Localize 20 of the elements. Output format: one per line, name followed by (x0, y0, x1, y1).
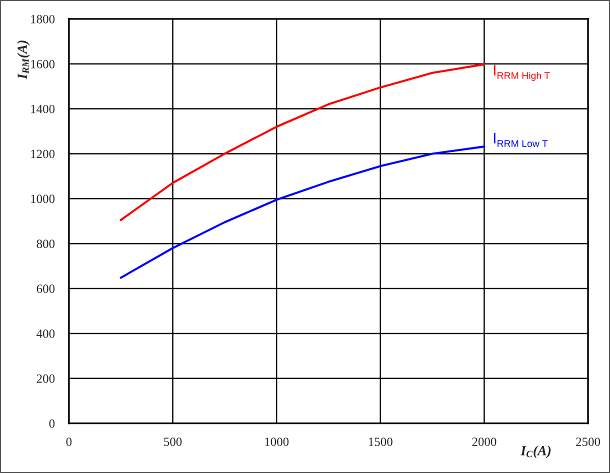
y-tick-label: 600 (36, 284, 55, 293)
line-series (120, 63, 486, 222)
y-tick-label: 800 (36, 240, 55, 248)
y-tick-label: 200 (36, 374, 55, 383)
line-series (120, 145, 486, 279)
y-axis-title: I$_{RM}$(A) (17, 40, 30, 80)
x-tick-label: 2000 (472, 438, 496, 446)
x-tick-label: 2500 (576, 438, 600, 446)
y-tick-label: 1800 (31, 14, 55, 24)
y-tick-label: 0 (49, 419, 55, 428)
x-tick-label: 1000 (265, 438, 289, 446)
y-tick-label: 1200 (31, 150, 55, 158)
y-tick-label: 400 (36, 329, 55, 338)
y-tick-label: 1400 (31, 104, 55, 114)
y-tick-label: 1000 (31, 194, 55, 204)
x-tick-label: 0 (66, 438, 72, 446)
y-tick-label: 1600 (31, 60, 55, 68)
x-tick-label: 1500 (368, 438, 392, 446)
x-axis-title: I$_{C}$(A) (520, 446, 551, 458)
x-tick-label: 500 (164, 438, 182, 446)
